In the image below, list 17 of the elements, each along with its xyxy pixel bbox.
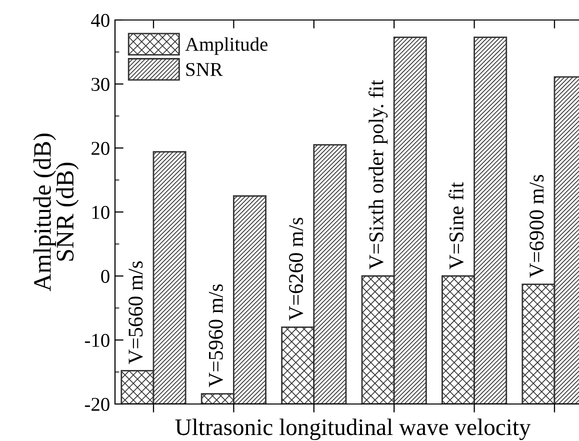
x-tick-label: V=Sixth order poly. fit (368, 80, 388, 270)
y-axis-title: Amlpitude (dB) SNR (dB) (33, 134, 79, 292)
y-tick-label: -20 (84, 398, 110, 411)
y-tick-label: -10 (84, 334, 110, 347)
legend-label: SNR (186, 62, 223, 76)
y-tick-label: 30 (92, 78, 110, 91)
y-tick-label: 10 (92, 206, 110, 219)
legend-label: Amplitude (185, 37, 268, 55)
x-tick-label: V=6900 m/s (530, 174, 544, 278)
x-tick-label: V=Sine fit (448, 182, 464, 270)
y-tick-label: 20 (92, 142, 110, 155)
x-tick-label: V=6260 m/s (289, 218, 304, 321)
y-tick-label: 40 (91, 14, 110, 27)
x-axis-title: Ultrasonic longitudinal wave velocity (175, 418, 531, 440)
x-tick-label: V=5960 m/s (208, 284, 223, 388)
y-tick-label: 0 (101, 270, 110, 283)
x-tick-label: V=5660 m/s (128, 261, 143, 364)
